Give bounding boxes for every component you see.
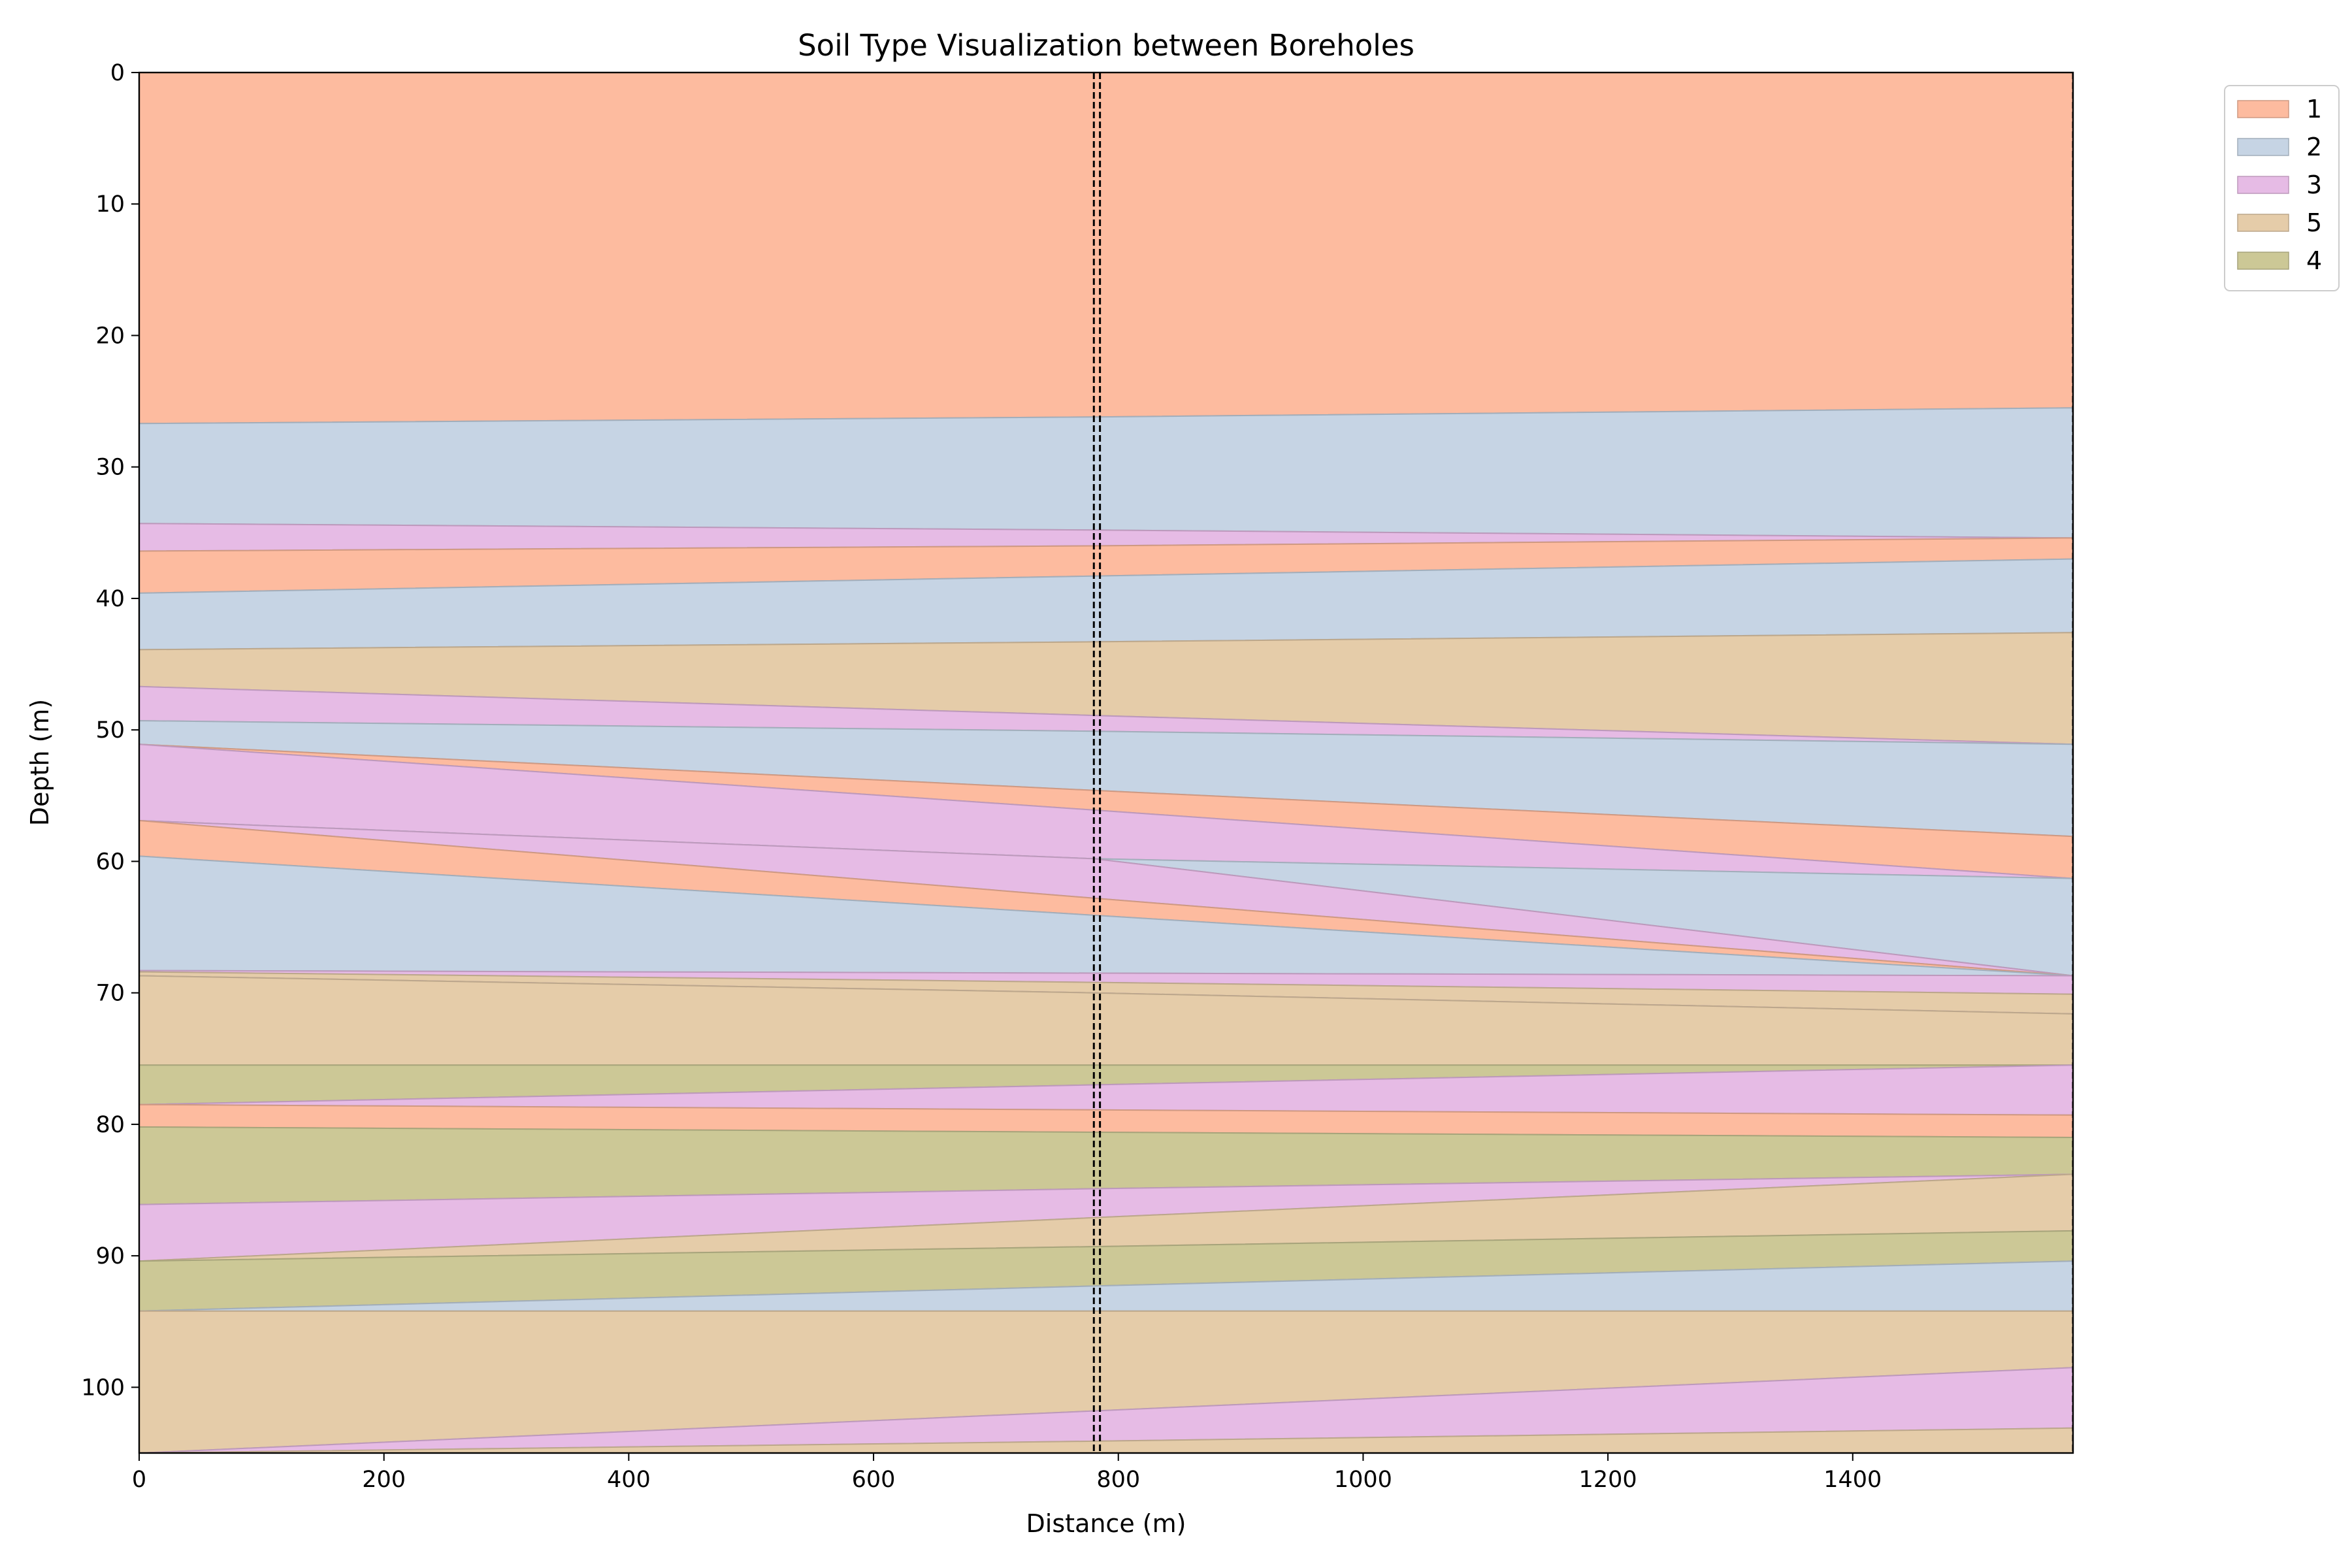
x-tick-label: 1400 — [1823, 1467, 1882, 1493]
y-tick-label: 90 — [95, 1243, 125, 1269]
x-tick-label: 1000 — [1334, 1467, 1392, 1493]
x-tick-label: 200 — [362, 1467, 406, 1493]
y-axis: 0 10 20 30 40 50 60 70 80 90 100 — [81, 60, 139, 1401]
legend-swatch-3 — [2237, 176, 2289, 194]
soil-layer-29-type-5 — [139, 1427, 2073, 1453]
x-tick-label: 800 — [1096, 1467, 1140, 1493]
y-tick-label: 50 — [95, 717, 125, 743]
y-tick-label: 40 — [95, 586, 125, 612]
soil-layers — [139, 73, 2073, 1453]
legend-label-2: 2 — [2306, 133, 2322, 161]
x-tick-label: 400 — [607, 1467, 651, 1493]
x-axis: 0 200 400 600 800 1000 1200 1400 — [132, 1453, 1882, 1493]
soil-layer-18-type-5 — [139, 975, 2073, 1066]
y-tick-label: 60 — [95, 849, 125, 875]
legend-label-1: 1 — [2306, 95, 2322, 123]
y-tick-label: 80 — [95, 1112, 125, 1138]
legend: 1 2 3 5 4 — [2224, 85, 2340, 291]
legend-swatch-5 — [2237, 214, 2289, 232]
soil-layer-1-type-1 — [139, 73, 2073, 425]
soil-layer-25-type-4 — [139, 1230, 2073, 1312]
legend-label-4: 4 — [2306, 246, 2322, 275]
legend-label-3: 3 — [2306, 171, 2322, 199]
y-tick-label: 30 — [95, 455, 125, 481]
plot-frame — [138, 71, 2074, 1454]
soil-layer-2-type-2 — [139, 407, 2073, 539]
legend-swatch-1 — [2237, 100, 2289, 118]
chart-title: Soil Type Visualization between Borehole… — [798, 28, 1414, 63]
y-tick-label: 100 — [81, 1375, 125, 1401]
x-axis-label: Distance (m) — [1026, 1509, 1186, 1538]
borehole-lines — [1092, 73, 2073, 1453]
y-tick-label: 20 — [95, 323, 125, 349]
x-tick-label: 600 — [852, 1467, 896, 1493]
y-tick-label: 70 — [95, 981, 125, 1007]
legend-swatch-4 — [2237, 252, 2289, 270]
x-tick-label: 0 — [132, 1467, 146, 1493]
y-axis-label: Depth (m) — [25, 699, 54, 826]
x-tick-label: 1200 — [1579, 1467, 1637, 1493]
legend-label-5: 5 — [2306, 208, 2322, 237]
y-tick-label: 0 — [110, 60, 125, 86]
y-tick-label: 10 — [95, 191, 125, 218]
legend-swatch-2 — [2237, 138, 2289, 156]
